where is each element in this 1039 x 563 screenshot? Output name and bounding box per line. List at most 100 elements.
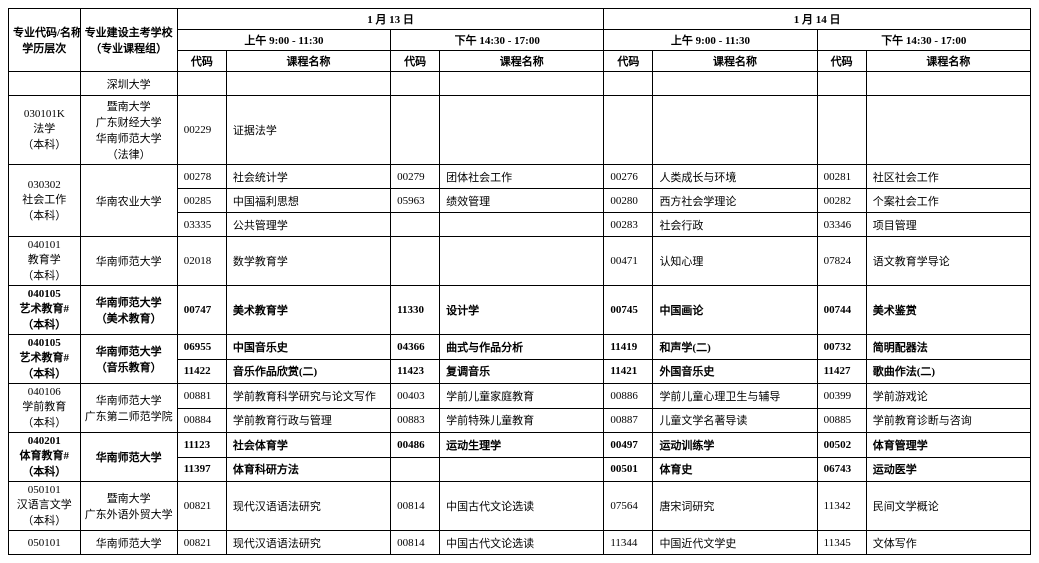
course-name: 学前游戏论 <box>866 384 1030 409</box>
course-code: 00282 <box>817 189 866 213</box>
course-name: 设计学 <box>440 286 604 335</box>
course-code: 00814 <box>391 482 440 531</box>
course-name: 学前儿童心理卫生与辅导 <box>653 384 817 409</box>
course-code: 00814 <box>391 531 440 555</box>
course-name: 曲式与作品分析 <box>440 335 604 360</box>
course-name: 社会行政 <box>653 213 817 237</box>
major-cell: 030101K法学（本科） <box>9 96 81 165</box>
table-row: 050101汉语言文学（本科）暨南大学广东外语外贸大学00821现代汉语语法研究… <box>9 482 1031 531</box>
hdr-code: 代码 <box>817 51 866 72</box>
school-cell: 暨南大学广东外语外贸大学 <box>80 482 177 531</box>
table-row: 050101华南师范大学00821现代汉语语法研究00814中国古代文论选读11… <box>9 531 1031 555</box>
hdr-d1-pm: 下午 14:30 - 17:00 <box>391 30 604 51</box>
hdr-course: 课程名称 <box>226 51 390 72</box>
hdr-day2: 1 月 14 日 <box>604 9 1031 30</box>
major-cell: 050101汉语言文学（本科） <box>9 482 81 531</box>
course-name: 社会体育学 <box>226 433 390 458</box>
course-name: 运动训练学 <box>653 433 817 458</box>
course-name: 复调音乐 <box>440 359 604 384</box>
school-cell: 华南农业大学 <box>80 165 177 237</box>
course-code: 07824 <box>817 237 866 286</box>
course-name: 人类成长与环境 <box>653 165 817 189</box>
course-name <box>440 96 604 165</box>
course-code: 00732 <box>817 335 866 360</box>
course-name: 学前教育诊断与咨询 <box>866 408 1030 433</box>
course-name <box>440 457 604 482</box>
course-name: 学前儿童家庭教育 <box>440 384 604 409</box>
school-cell: 华南师范大学广东第二师范学院 <box>80 384 177 433</box>
table-row: 040201体育教育#（本科）华南师范大学11123社会体育学00486运动生理… <box>9 433 1031 458</box>
hdr-course: 课程名称 <box>440 51 604 72</box>
table-header: 专业代码/名称学历层次 专业建设主考学校（专业课程组） 1 月 13 日 1 月… <box>9 9 1031 72</box>
course-code: 00276 <box>604 165 653 189</box>
table-body: 深圳大学030101K法学（本科）暨南大学广东财经大学华南师范大学（法律）002… <box>9 72 1031 555</box>
course-name: 和声学(二) <box>653 335 817 360</box>
course-code: 04366 <box>391 335 440 360</box>
course-code: 00399 <box>817 384 866 409</box>
course-code: 00745 <box>604 286 653 335</box>
course-code: 03335 <box>177 213 226 237</box>
course-code: 00747 <box>177 286 226 335</box>
course-code: 03346 <box>817 213 866 237</box>
table-row: 030101K法学（本科）暨南大学广东财经大学华南师范大学（法律）00229证据… <box>9 96 1031 165</box>
course-name <box>226 72 390 96</box>
course-code <box>391 237 440 286</box>
course-code: 11330 <box>391 286 440 335</box>
course-code: 00281 <box>817 165 866 189</box>
school-cell: 深圳大学 <box>80 72 177 96</box>
course-code: 00821 <box>177 531 226 555</box>
course-code: 05963 <box>391 189 440 213</box>
course-code: 00285 <box>177 189 226 213</box>
course-name: 中国古代文论选读 <box>440 482 604 531</box>
major-cell: 050101 <box>9 531 81 555</box>
course-code: 06955 <box>177 335 226 360</box>
course-name: 美术鉴赏 <box>866 286 1030 335</box>
course-code <box>177 72 226 96</box>
major-cell: 040201体育教育#（本科） <box>9 433 81 482</box>
course-name: 儿童文学名著导读 <box>653 408 817 433</box>
course-code: 00502 <box>817 433 866 458</box>
course-name: 外国音乐史 <box>653 359 817 384</box>
course-name <box>440 213 604 237</box>
course-code: 00881 <box>177 384 226 409</box>
course-name: 学前教育行政与管理 <box>226 408 390 433</box>
course-code: 11345 <box>817 531 866 555</box>
course-name: 唐宋词研究 <box>653 482 817 531</box>
course-code: 11427 <box>817 359 866 384</box>
course-name: 学前特殊儿童教育 <box>440 408 604 433</box>
table-row: 深圳大学 <box>9 72 1031 96</box>
major-cell: 030302社会工作（本科） <box>9 165 81 237</box>
course-name: 语文教育学导论 <box>866 237 1030 286</box>
course-name: 美术教育学 <box>226 286 390 335</box>
hdr-d1-am: 上午 9:00 - 11:30 <box>177 30 390 51</box>
course-name: 民间文学概论 <box>866 482 1030 531</box>
hdr-course: 课程名称 <box>653 51 817 72</box>
course-name: 学前教育科学研究与论文写作 <box>226 384 390 409</box>
course-name: 音乐作品欣赏(二) <box>226 359 390 384</box>
major-cell: 040105艺术教育#（本科） <box>9 335 81 384</box>
course-name: 运动生理学 <box>440 433 604 458</box>
hdr-d2-am: 上午 9:00 - 11:30 <box>604 30 817 51</box>
table-row: 040105艺术教育#（本科）华南师范大学（音乐教育）06955中国音乐史043… <box>9 335 1031 360</box>
hdr-code: 代码 <box>391 51 440 72</box>
course-code: 11421 <box>604 359 653 384</box>
course-code <box>604 72 653 96</box>
table-row: 040106学前教育（本科）华南师范大学广东第二师范学院00881学前教育科学研… <box>9 384 1031 409</box>
school-cell: 华南师范大学 <box>80 531 177 555</box>
course-name: 西方社会学理论 <box>653 189 817 213</box>
course-name: 文体写作 <box>866 531 1030 555</box>
course-name <box>866 72 1030 96</box>
course-code: 11397 <box>177 457 226 482</box>
course-name <box>653 72 817 96</box>
course-code <box>391 213 440 237</box>
school-cell: 华南师范大学（美术教育） <box>80 286 177 335</box>
hdr-school: 专业建设主考学校（专业课程组） <box>80 9 177 72</box>
course-code <box>391 72 440 96</box>
table-row: 030302社会工作（本科）华南农业大学00278社会统计学00279团体社会工… <box>9 165 1031 189</box>
course-code: 00887 <box>604 408 653 433</box>
course-name: 数学教育学 <box>226 237 390 286</box>
course-name <box>440 237 604 286</box>
course-name <box>653 96 817 165</box>
course-code: 00886 <box>604 384 653 409</box>
school-cell: 华南师范大学 <box>80 237 177 286</box>
